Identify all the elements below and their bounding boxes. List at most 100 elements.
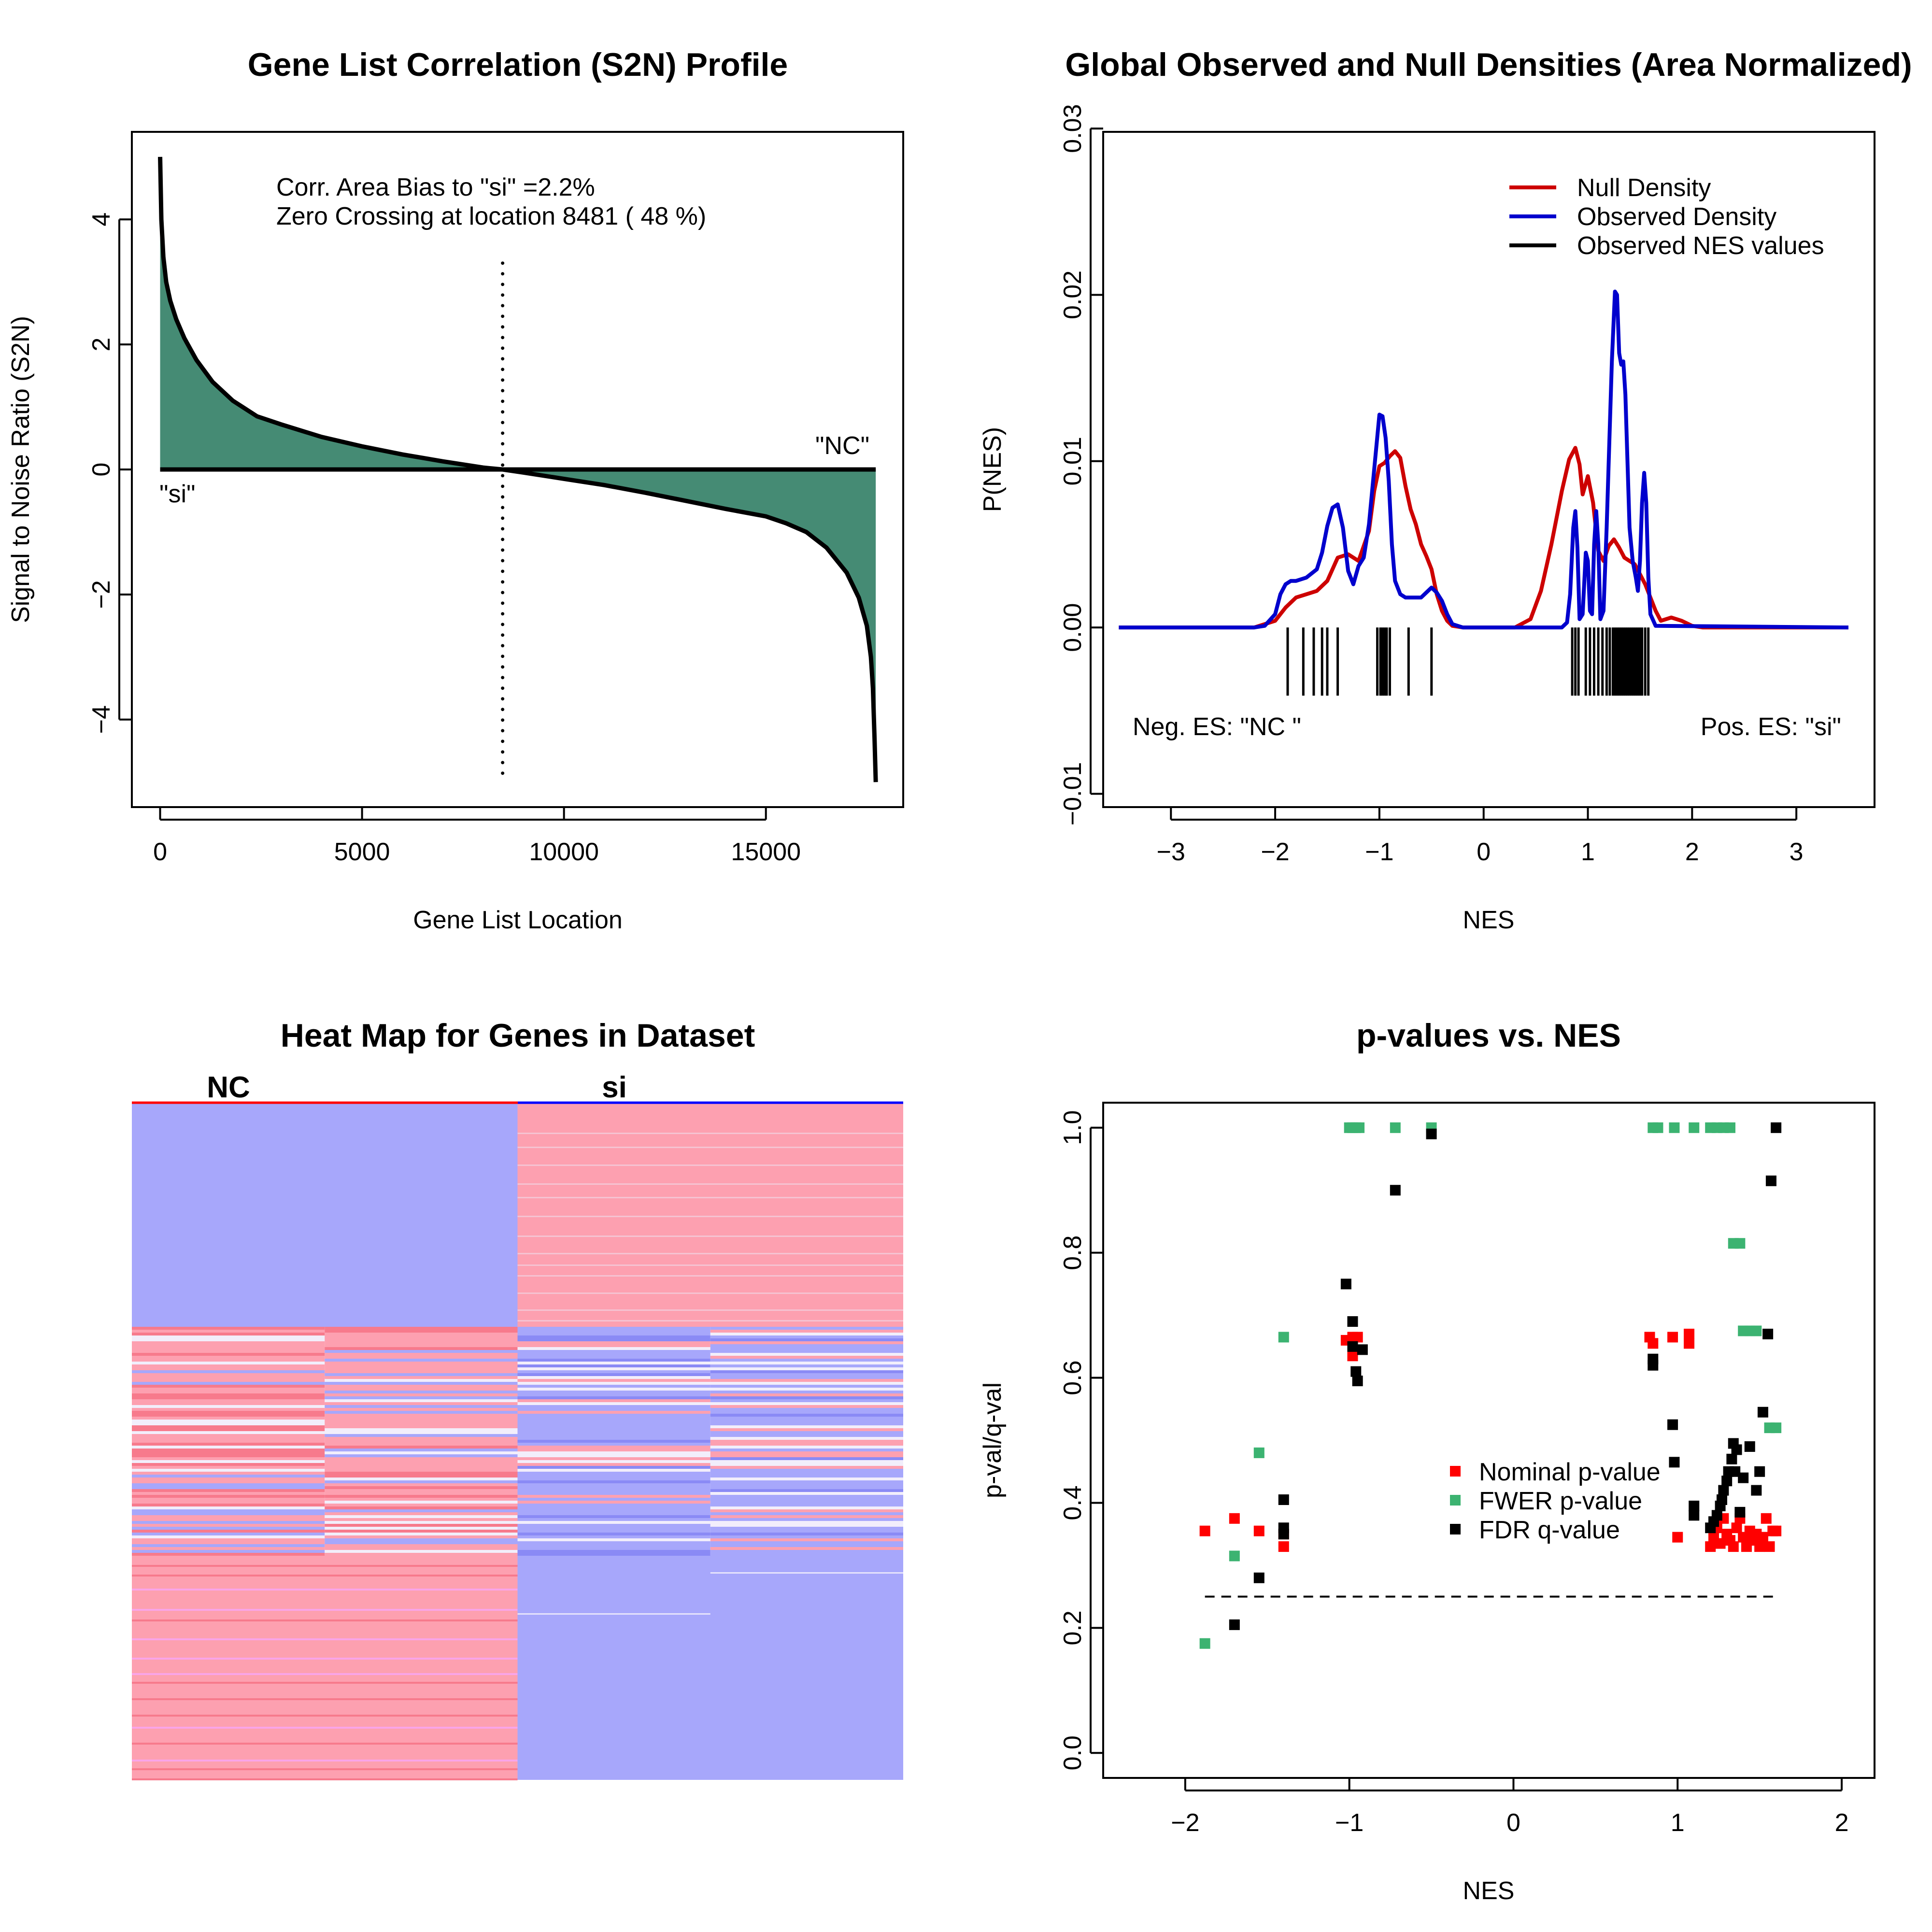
heatmap-stripe — [710, 1480, 903, 1483]
heatmap-stripe — [132, 1547, 325, 1550]
heatmap-stripe — [710, 1504, 903, 1506]
heatmap-stripe — [132, 1483, 325, 1486]
heatmap-stripe — [710, 1370, 903, 1373]
fdr-q-point — [1689, 1510, 1700, 1521]
heatmap-stripe — [325, 1425, 518, 1428]
heatmap-stripe — [132, 1347, 325, 1350]
heatmap-stripe — [325, 1396, 518, 1399]
heatmap-stripe — [325, 1333, 518, 1335]
heatmap-stripe — [710, 1405, 903, 1408]
heatmap-stripe — [132, 1472, 325, 1475]
heatmap-stripe — [710, 1483, 903, 1486]
heatmap-stripe — [517, 1475, 710, 1477]
heatmap-stripe — [325, 1506, 518, 1509]
fdr-q-point — [1730, 1466, 1741, 1477]
heatmap-stripe — [710, 1466, 903, 1469]
heatmap-stripe — [710, 1341, 903, 1344]
heatmap-stripe — [517, 1382, 710, 1385]
heatmap-stripe — [517, 1544, 710, 1547]
heatmap-stripe — [132, 1509, 325, 1512]
heatmap-stripe — [132, 1417, 325, 1420]
s2n-y-tick-label: 2 — [87, 338, 115, 352]
heatmap-block-si-bottom — [517, 1555, 903, 1780]
heatmap-stripe — [710, 1527, 903, 1530]
heatmap-stripe — [517, 1330, 710, 1333]
density-x-tick-label: 1 — [1581, 838, 1595, 866]
heatmap-stripe — [325, 1524, 518, 1527]
heatmap-stripe — [517, 1437, 710, 1440]
heatmap-stripe — [132, 1501, 325, 1504]
heatmap-stripe — [132, 1524, 325, 1527]
heatmap-stripe — [517, 1538, 710, 1541]
fdr-q-point — [1751, 1485, 1762, 1496]
heatmap-stripe — [132, 1489, 325, 1492]
s2n-x-tick-label: 5000 — [334, 838, 390, 866]
heatmap-stripe — [517, 1530, 710, 1533]
heatmap-stripe — [132, 1460, 325, 1463]
density-legend-label: Observed Density — [1577, 203, 1776, 231]
heatmap-stripe — [710, 1356, 903, 1359]
heatmap-stripe — [132, 1379, 325, 1382]
heatmap-stripe — [325, 1451, 518, 1454]
heatmap-stripe — [710, 1440, 903, 1443]
heatmap-stripe — [517, 1133, 903, 1134]
heatmap-stripe — [325, 1330, 518, 1333]
pvalue-x-tick-label: 1 — [1671, 1809, 1685, 1837]
s2n-label-si: "si" — [159, 480, 195, 508]
heatmap-stripe — [517, 1515, 710, 1518]
fdr-q-point — [1347, 1316, 1358, 1327]
heatmap-stripe — [325, 1541, 518, 1544]
fdr-q-point — [1350, 1366, 1362, 1377]
heatmap-stripe — [710, 1457, 903, 1460]
fdr-q-point — [1762, 1328, 1774, 1339]
heatmap-stripe — [710, 1353, 903, 1356]
s2n-plot-area — [158, 156, 878, 784]
heatmap-stripe — [710, 1393, 903, 1396]
heatmap-stripe — [517, 1183, 903, 1185]
heatmap-stripe — [325, 1379, 518, 1382]
heatmap-stripe — [325, 1466, 518, 1469]
heatmap-stripe — [132, 1399, 325, 1402]
heatmap-stripe — [325, 1393, 518, 1396]
heatmap-stripe — [710, 1533, 903, 1535]
fwer-p-point — [1354, 1122, 1365, 1133]
fdr-q-point — [1229, 1619, 1240, 1630]
heatmap-stripe — [325, 1327, 518, 1330]
heatmap-stripe — [132, 1411, 325, 1414]
heatmap-stripe — [517, 1364, 710, 1367]
heatmap-stripe — [132, 1451, 325, 1454]
heatmap-stripe — [132, 1518, 325, 1521]
heatmap-stripe — [132, 1385, 325, 1388]
heatmap-stripe — [132, 1575, 518, 1577]
fdr-q-point — [1718, 1485, 1729, 1496]
heatmap-stripe — [325, 1512, 518, 1515]
heatmap-stripe — [710, 1396, 903, 1399]
fdr-q-point — [1711, 1510, 1722, 1521]
heatmap-stripe — [517, 1541, 710, 1544]
heatmap-stripe — [517, 1457, 710, 1460]
heatmap-stripe — [325, 1402, 518, 1405]
heatmap-stripe — [325, 1533, 518, 1535]
nominal-p-point — [1731, 1522, 1742, 1534]
fdr-q-point — [1716, 1494, 1727, 1505]
s2n-y-axis-label: Signal to Noise Ratio (S2N) — [7, 316, 35, 623]
heatmap-stripe — [710, 1475, 903, 1477]
heatmap-stripe — [325, 1353, 518, 1356]
heatmap-stripe — [517, 1420, 710, 1422]
heatmap-stripe — [325, 1538, 518, 1541]
heatmap-stripe — [325, 1477, 518, 1480]
pvalue-legend-label: FWER p-value — [1479, 1487, 1642, 1515]
heatmap-stripe — [132, 1388, 325, 1391]
fdr-q-point — [1738, 1472, 1749, 1483]
heatmap-stripe — [325, 1367, 518, 1370]
density-x-tick-label: −1 — [1365, 838, 1393, 866]
heatmap-stripe — [325, 1547, 518, 1550]
heatmap-stripe — [325, 1408, 518, 1411]
nominal-p-point — [1705, 1541, 1716, 1552]
heatmap-stripe — [325, 1420, 518, 1422]
heatmap-stripe — [710, 1572, 903, 1574]
heatmap-stripe — [710, 1335, 903, 1338]
heatmap-stripe — [132, 1333, 325, 1335]
heatmap-stripe — [132, 1469, 325, 1472]
